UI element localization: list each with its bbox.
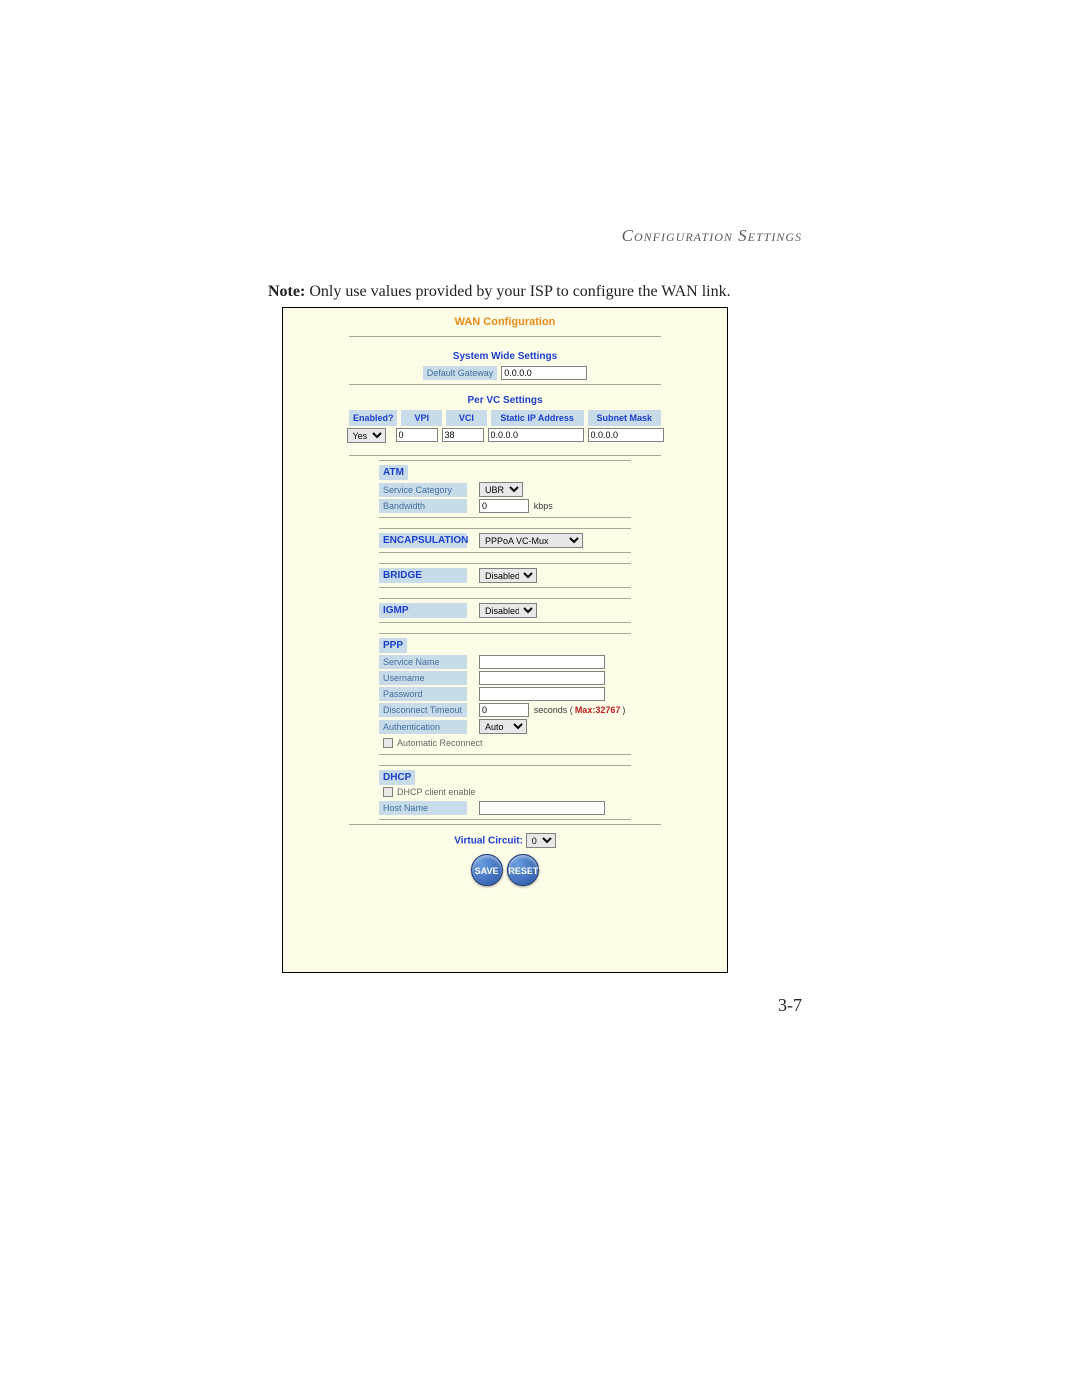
col-vci: VCI bbox=[446, 410, 487, 426]
col-vpi: VPI bbox=[401, 410, 442, 426]
encapsulation-select[interactable]: PPPoA VC-Mux bbox=[479, 533, 583, 548]
dhcp-client-label: DHCP client enable bbox=[397, 787, 475, 797]
divider bbox=[379, 622, 631, 623]
username-input[interactable] bbox=[479, 671, 605, 685]
password-input[interactable] bbox=[479, 687, 605, 701]
virtual-circuit-label: Virtual Circuit: bbox=[454, 836, 523, 847]
note-label: Note: bbox=[268, 283, 305, 300]
col-subnet: Subnet Mask bbox=[588, 410, 661, 426]
auth-label: Authentication bbox=[379, 720, 467, 734]
divider bbox=[349, 824, 661, 825]
service-name-input[interactable] bbox=[479, 655, 605, 669]
disconnect-label: Disconnect Timeout bbox=[379, 703, 467, 717]
username-label: Username bbox=[379, 671, 467, 685]
bandwidth-unit: kbps bbox=[534, 501, 553, 511]
divider bbox=[379, 765, 631, 766]
atm-header: ATM bbox=[379, 465, 408, 480]
service-category-label: Service Category bbox=[379, 483, 467, 497]
note-text: Only use values provided by your ISP to … bbox=[309, 283, 730, 300]
dhcp-client-checkbox[interactable] bbox=[383, 787, 393, 797]
vci-input[interactable] bbox=[442, 428, 484, 442]
divider bbox=[379, 598, 631, 599]
password-label: Password bbox=[379, 687, 467, 701]
disconnect-unit-suf: ) bbox=[622, 705, 625, 715]
disconnect-input[interactable] bbox=[479, 703, 529, 717]
divider bbox=[349, 384, 661, 385]
subnet-input[interactable] bbox=[588, 428, 664, 442]
igmp-header: IGMP bbox=[379, 603, 467, 618]
virtual-circuit-select[interactable]: 0 bbox=[526, 833, 556, 848]
encapsulation-header: ENCAPSULATION bbox=[379, 533, 467, 548]
page-number: 3-7 bbox=[778, 995, 802, 1016]
wan-title: WAN Configuration bbox=[283, 308, 727, 328]
disconnect-unit-pre: seconds ( bbox=[534, 705, 573, 715]
divider bbox=[379, 460, 631, 461]
disconnect-max: Max:32767 bbox=[575, 705, 621, 715]
staticip-input[interactable] bbox=[488, 428, 584, 442]
bandwidth-input[interactable] bbox=[479, 499, 529, 513]
auto-reconnect-label: Automatic Reconnect bbox=[397, 738, 483, 748]
igmp-select[interactable]: Disabled bbox=[479, 603, 537, 618]
ppp-header: PPP bbox=[379, 638, 407, 653]
col-enabled: Enabled? bbox=[349, 410, 397, 426]
bandwidth-label: Bandwidth bbox=[379, 499, 467, 513]
divider bbox=[379, 633, 631, 634]
divider bbox=[379, 819, 631, 820]
pervc-title: Per VC Settings bbox=[283, 395, 727, 406]
divider bbox=[349, 455, 661, 456]
note-line: Note: Only use values provided by your I… bbox=[268, 283, 731, 301]
service-name-label: Service Name bbox=[379, 655, 467, 669]
divider bbox=[379, 563, 631, 564]
bridge-header: BRIDGE bbox=[379, 568, 467, 583]
enabled-select[interactable]: Yes bbox=[347, 428, 386, 443]
col-staticip: Static IP Address bbox=[491, 410, 584, 426]
divider bbox=[379, 754, 631, 755]
dhcp-header: DHCP bbox=[379, 770, 415, 785]
service-category-select[interactable]: UBR bbox=[479, 482, 523, 497]
auto-reconnect-checkbox[interactable] bbox=[383, 738, 393, 748]
wan-config-panel: WAN Configuration System Wide Settings D… bbox=[282, 307, 728, 973]
hostname-input[interactable] bbox=[479, 801, 605, 815]
divider bbox=[379, 528, 631, 529]
save-button[interactable]: SAVE bbox=[471, 854, 503, 886]
divider bbox=[349, 336, 661, 337]
page-header: Configuration Settings bbox=[622, 226, 802, 246]
default-gateway-label: Default Gateway bbox=[423, 366, 498, 380]
divider bbox=[379, 552, 631, 553]
bridge-select[interactable]: Disabled bbox=[479, 568, 537, 583]
divider bbox=[379, 587, 631, 588]
divider bbox=[379, 517, 631, 518]
default-gateway-input[interactable] bbox=[501, 366, 587, 380]
auth-select[interactable]: Auto bbox=[479, 719, 527, 734]
vpi-input[interactable] bbox=[396, 428, 438, 442]
system-wide-title: System Wide Settings bbox=[283, 351, 727, 362]
hostname-label: Host Name bbox=[379, 801, 467, 815]
reset-button[interactable]: RESET bbox=[507, 854, 539, 886]
